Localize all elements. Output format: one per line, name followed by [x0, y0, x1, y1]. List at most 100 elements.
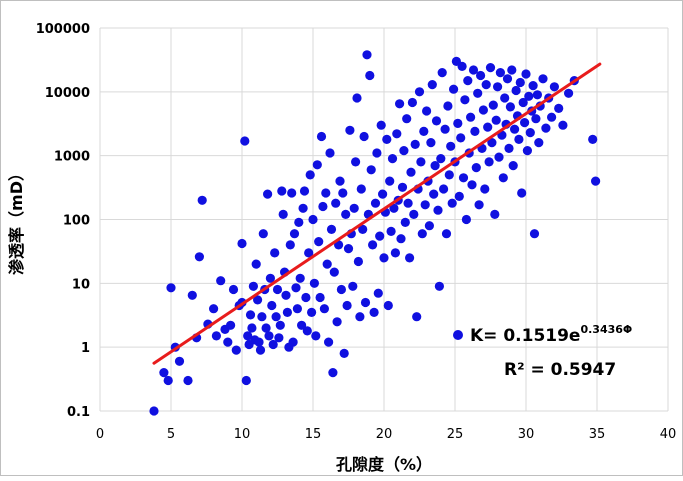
- data-point: [453, 118, 463, 128]
- data-point: [449, 84, 459, 94]
- data-point: [324, 337, 334, 347]
- data-point: [312, 160, 322, 170]
- data-point: [515, 77, 525, 88]
- data-point: [424, 221, 434, 231]
- data-point: [209, 304, 219, 314]
- y-tick-label: 0.1: [67, 405, 90, 420]
- grid: [99, 27, 669, 412]
- data-point: [289, 229, 300, 239]
- x-tick-label: 30: [518, 427, 535, 442]
- data-point: [298, 203, 308, 213]
- data-point: [295, 273, 305, 283]
- data-point: [427, 80, 437, 90]
- data-point: [558, 120, 568, 130]
- data-point: [336, 284, 346, 295]
- data-point: [247, 323, 257, 333]
- x-tick-labels: 0 5 10 15 20 25 30 35 40: [96, 427, 676, 442]
- data-point: [485, 63, 496, 73]
- data-point: [241, 375, 251, 386]
- data-point: [518, 97, 528, 108]
- data-point: [341, 209, 351, 219]
- data-point: [255, 345, 266, 355]
- data-point: [166, 283, 176, 293]
- data-point: [508, 161, 518, 171]
- data-point: [216, 276, 226, 286]
- data-point: [429, 189, 439, 199]
- data-point: [441, 229, 452, 239]
- data-point: [456, 133, 466, 143]
- data-point: [187, 290, 197, 300]
- data-point: [412, 312, 422, 322]
- data-point: [521, 69, 531, 79]
- data-point: [504, 143, 514, 153]
- data-point: [263, 189, 273, 199]
- data-point: [288, 337, 298, 347]
- data-point: [270, 248, 280, 258]
- data-point: [253, 295, 263, 305]
- trend-equation: K= 0.1519e0.3436Φ: [470, 323, 632, 346]
- data-point: [228, 284, 239, 295]
- data-point: [305, 170, 315, 180]
- x-tick-label: 15: [305, 427, 322, 442]
- data-point: [525, 128, 535, 138]
- data-point: [403, 198, 413, 208]
- data-point: [342, 300, 352, 311]
- data-point: [272, 284, 283, 295]
- data-point: [248, 281, 258, 291]
- data-point: [417, 229, 427, 239]
- trend-line: [152, 62, 602, 365]
- data-point: [304, 248, 314, 258]
- data-point: [529, 229, 540, 239]
- x-tick-label: 35: [589, 427, 606, 442]
- data-point: [331, 198, 341, 208]
- data-point: [386, 226, 396, 236]
- data-point: [358, 224, 368, 234]
- data-point: [240, 136, 250, 146]
- data-point: [419, 126, 429, 136]
- y-tick-label: 1: [81, 341, 90, 356]
- data-point: [237, 238, 247, 249]
- data-point: [335, 176, 345, 186]
- data-point: [396, 234, 406, 244]
- data-point: [520, 118, 530, 128]
- data-point: [316, 131, 327, 142]
- data-point: [406, 167, 416, 177]
- data-point: [470, 126, 480, 136]
- data-point: [251, 259, 261, 269]
- data-point: [325, 148, 335, 158]
- data-point: [183, 375, 193, 386]
- data-point: [440, 124, 450, 134]
- data-point: [505, 102, 515, 112]
- data-point: [349, 203, 359, 213]
- data-point: [483, 122, 493, 132]
- data-point: [226, 320, 236, 330]
- data-point: [488, 100, 498, 110]
- data-point: [447, 198, 457, 208]
- data-point: [400, 217, 410, 227]
- data-point: [534, 138, 544, 148]
- data-point: [528, 81, 538, 91]
- data-point: [422, 106, 432, 116]
- data-point: [493, 82, 503, 92]
- data-point: [509, 124, 520, 134]
- data-point: [426, 138, 436, 148]
- y-tick-label: 100: [63, 214, 90, 229]
- data-point: [383, 300, 393, 311]
- data-point: [399, 146, 409, 156]
- data-point: [245, 310, 256, 320]
- data-point: [163, 375, 173, 386]
- data-point: [318, 201, 328, 212]
- data-point: [498, 173, 508, 183]
- data-point: [481, 80, 491, 90]
- data-point: [299, 186, 310, 196]
- data-point: [511, 85, 521, 96]
- data-point: [502, 74, 513, 84]
- data-point: [466, 112, 476, 122]
- data-point: [437, 68, 447, 78]
- data-point: [468, 65, 479, 75]
- r-squared: R² = 0.5947: [504, 360, 616, 380]
- data-point: [328, 368, 338, 378]
- y-tick-label: 10000: [45, 86, 90, 101]
- data-point: [446, 141, 456, 151]
